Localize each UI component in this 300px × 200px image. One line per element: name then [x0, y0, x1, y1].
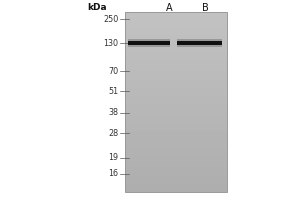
Text: 28: 28 [108, 129, 118, 138]
Bar [177, 41, 222, 45]
Text: B: B [202, 3, 209, 13]
Bar [124, 12, 226, 192]
Text: 70: 70 [108, 66, 118, 75]
Text: 16: 16 [109, 170, 118, 178]
Bar [128, 41, 170, 45]
Bar [128, 45, 170, 47]
Bar [128, 39, 170, 41]
Text: 19: 19 [108, 154, 118, 162]
Text: 250: 250 [103, 15, 118, 23]
Text: 51: 51 [108, 87, 118, 96]
Bar [177, 39, 222, 41]
Text: 130: 130 [103, 38, 118, 47]
Text: kDa: kDa [87, 3, 106, 12]
Text: A: A [166, 3, 173, 13]
Bar [177, 45, 222, 47]
Text: 38: 38 [109, 108, 118, 117]
